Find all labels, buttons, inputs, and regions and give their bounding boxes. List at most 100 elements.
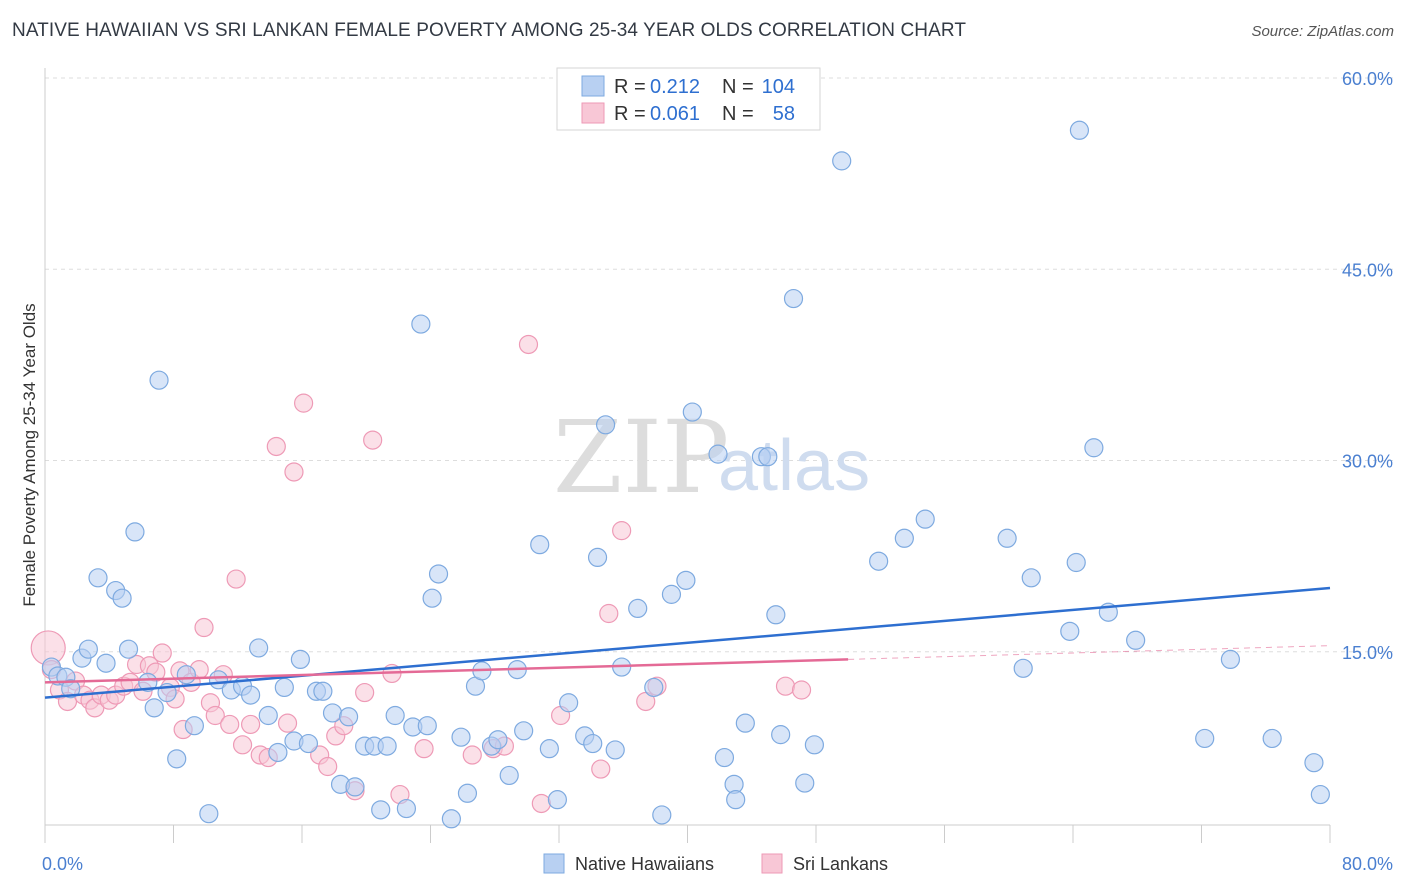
- native-hawaiians-point: [1021, 568, 1041, 588]
- native-hawaiians-point: [1013, 658, 1033, 678]
- native-hawaiians-point: [735, 713, 755, 733]
- native-hawaiians-point: [428, 564, 449, 584]
- native-hawaiians-point: [322, 703, 343, 723]
- sri-lankans-point: [277, 713, 298, 733]
- stats-pink-n-value: 58: [773, 103, 795, 125]
- stats-blue-n-label: N =: [722, 76, 754, 98]
- native-hawaiians-point: [274, 677, 294, 698]
- native-hawaiians-point: [258, 705, 278, 726]
- stats-pink-r-value: 0.061: [650, 103, 700, 125]
- native-hawaiians-point: [451, 727, 471, 747]
- native-hawaiians-point: [1262, 728, 1282, 749]
- x-tick-label: 80.0%: [1342, 854, 1393, 874]
- stats-blue-r-value: 0.212: [650, 76, 700, 98]
- native-hawaiians-point: [595, 415, 616, 435]
- watermark: ZIP atlas: [553, 399, 870, 516]
- y-tick-label: 15.0%: [1342, 643, 1393, 663]
- native-hawaiians-point: [249, 638, 269, 658]
- native-hawaiians-point: [1126, 630, 1146, 650]
- native-hawaiians-point: [125, 522, 145, 542]
- sri-lankans-point: [226, 569, 246, 589]
- native-hawaiians-point: [1220, 649, 1241, 670]
- native-hawaiians-point: [499, 765, 519, 786]
- sri-lankans-point: [775, 676, 796, 696]
- native-hawaiians-point: [167, 749, 187, 769]
- native-hawaiians-point: [488, 730, 508, 750]
- sri-lankans-point: [318, 756, 338, 777]
- native-hawaiians-point: [758, 447, 778, 467]
- sri-lankans-point: [355, 682, 375, 703]
- native-hawaiians-point: [338, 707, 359, 727]
- native-hawaiians-point: [771, 725, 791, 745]
- sri-lankans-point: [414, 739, 434, 759]
- chart-title: NATIVE HAWAIIAN VS SRI LANKAN FEMALE POV…: [12, 20, 967, 41]
- native-hawaiians-point: [583, 733, 603, 754]
- native-hawaiians-point: [652, 805, 672, 825]
- native-hawaiians-point: [345, 777, 365, 797]
- native-hawaiians-point: [1060, 621, 1080, 641]
- sri-lankans-point: [266, 436, 286, 457]
- x-tick-label: 0.0%: [42, 854, 83, 874]
- native-hawaiians-point: [138, 672, 158, 692]
- stats-pink-swatch: [581, 102, 605, 124]
- native-hawaiians-point: [661, 584, 682, 604]
- native-hawaiians-point: [290, 649, 310, 670]
- gridlines: [45, 77, 1395, 653]
- sri-lankans-point: [294, 393, 314, 413]
- sri-lankans-trendline: [44, 658, 849, 684]
- native-hawaiians-point: [783, 288, 804, 309]
- native-hawaiians-point: [441, 809, 461, 829]
- sri-lankans-point: [599, 603, 619, 624]
- native-hawaiians-point: [298, 733, 319, 754]
- native-hawaiians-point: [96, 653, 116, 673]
- sri-lankans-point: [241, 714, 261, 735]
- native-hawaiians-points: [41, 120, 1330, 829]
- stats-box: R = 0.212 N = 104 R = 0.061 N = 58: [556, 67, 821, 131]
- native-hawaiians-point: [682, 402, 702, 422]
- native-hawaiians-point: [1069, 120, 1090, 140]
- legend-label-sri-lankans: Sri Lankans: [793, 854, 888, 874]
- native-hawaiians-point: [268, 742, 288, 763]
- native-hawaiians-point: [422, 588, 442, 608]
- native-hawaiians-point: [1310, 784, 1330, 805]
- sri-lankans-point: [232, 735, 253, 755]
- native-hawaiians-point: [457, 783, 478, 803]
- native-hawaiians-point: [795, 773, 815, 793]
- y-tick-label: 45.0%: [1342, 260, 1393, 280]
- native-hawaiians-point: [726, 790, 746, 810]
- native-hawaiians-point: [176, 665, 196, 685]
- sri-lankans-point: [284, 462, 304, 482]
- native-hawaiians-point: [1195, 728, 1215, 749]
- native-hawaiians-point: [199, 804, 219, 824]
- watermark-atlas: atlas: [718, 426, 870, 506]
- native-hawaiians-point: [411, 314, 431, 334]
- y-axis-title: Female Poverty Among 25-34 Year Olds: [20, 303, 39, 606]
- native-hawaiians-point: [118, 639, 139, 659]
- native-hawaiians-point: [1304, 753, 1324, 773]
- native-hawaiians-point: [417, 716, 437, 736]
- native-hawaiians-trendline: [44, 586, 1331, 699]
- sri-lankans-point: [152, 643, 172, 663]
- sri-lankans-point: [194, 617, 214, 638]
- native-hawaiians-point: [804, 735, 824, 755]
- native-hawaiians-point: [112, 588, 132, 608]
- native-hawaiians-point: [676, 570, 696, 590]
- native-hawaiians-point: [1084, 438, 1104, 458]
- native-hawaiians-point: [628, 598, 648, 619]
- axes: [44, 68, 1331, 843]
- sri-lankans-point: [205, 705, 225, 726]
- native-hawaiians-point: [644, 677, 664, 698]
- legend-swatch-native-hawaiians: [543, 853, 565, 874]
- native-hawaiians-point: [915, 509, 935, 529]
- watermark-zip: ZIP: [553, 399, 729, 516]
- native-hawaiians-point: [1066, 552, 1086, 573]
- stats-blue-swatch: [581, 75, 605, 97]
- sri-lankans-point: [363, 430, 383, 450]
- x-tick-labels: 0.0% 80.0%: [42, 854, 1393, 874]
- sri-lankans-point: [518, 334, 539, 355]
- stats-blue-r-label: R =: [614, 76, 646, 98]
- native-hawaiians-point: [530, 535, 550, 555]
- sri-lankans-point: [612, 521, 632, 541]
- native-hawaiians-point: [385, 705, 405, 726]
- sri-lankans-trendline-extension: [848, 645, 1331, 660]
